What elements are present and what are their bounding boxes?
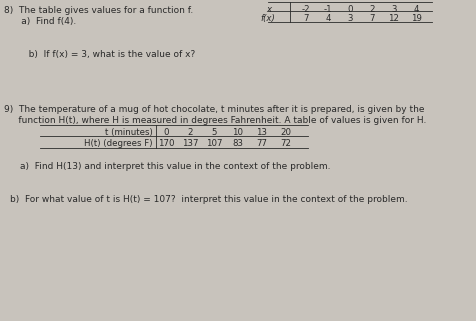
Text: 8)  The table gives values for a function f.: 8) The table gives values for a function…: [4, 6, 193, 15]
Text: 5: 5: [211, 128, 216, 137]
Text: 107: 107: [205, 139, 222, 148]
Text: b)  For what value of t is H(t) = 107?  interpret this value in the context of t: b) For what value of t is H(t) = 107? in…: [10, 195, 407, 204]
Text: 7: 7: [368, 14, 374, 23]
Text: 4: 4: [412, 5, 418, 14]
Text: 83: 83: [232, 139, 243, 148]
Text: 13: 13: [256, 128, 267, 137]
Text: 3: 3: [390, 5, 396, 14]
Text: 2: 2: [368, 5, 374, 14]
Text: a)  Find f(4).: a) Find f(4).: [4, 17, 76, 26]
Text: 72: 72: [280, 139, 291, 148]
Text: 20: 20: [280, 128, 291, 137]
Text: 19: 19: [410, 14, 421, 23]
Text: 0: 0: [163, 128, 169, 137]
Text: 0: 0: [347, 5, 352, 14]
Text: a)  Find H(13) and interpret this value in the context of the problem.: a) Find H(13) and interpret this value i…: [20, 162, 330, 171]
Text: 77: 77: [256, 139, 267, 148]
Text: 9)  The temperature of a mug of hot chocolate, t minutes after it is prepared, i: 9) The temperature of a mug of hot choco…: [4, 105, 424, 114]
Text: 7: 7: [303, 14, 308, 23]
Text: 3: 3: [347, 14, 352, 23]
Text: -2: -2: [301, 5, 310, 14]
Text: 10: 10: [232, 128, 243, 137]
Text: function H(t), where H is measured in degrees Fahrenheit. A table of values is g: function H(t), where H is measured in de…: [4, 116, 426, 125]
Text: x: x: [265, 5, 270, 14]
Text: 4: 4: [325, 14, 330, 23]
Text: b)  If f(x) = 3, what is the value of x?: b) If f(x) = 3, what is the value of x?: [20, 50, 195, 59]
Text: H(t) (degrees F): H(t) (degrees F): [84, 139, 153, 148]
Text: -1: -1: [323, 5, 332, 14]
Text: 12: 12: [387, 14, 399, 23]
Text: 137: 137: [181, 139, 198, 148]
Text: 2: 2: [187, 128, 192, 137]
Text: f(x): f(x): [259, 14, 275, 23]
Text: t (minutes): t (minutes): [105, 128, 153, 137]
Text: 170: 170: [158, 139, 174, 148]
